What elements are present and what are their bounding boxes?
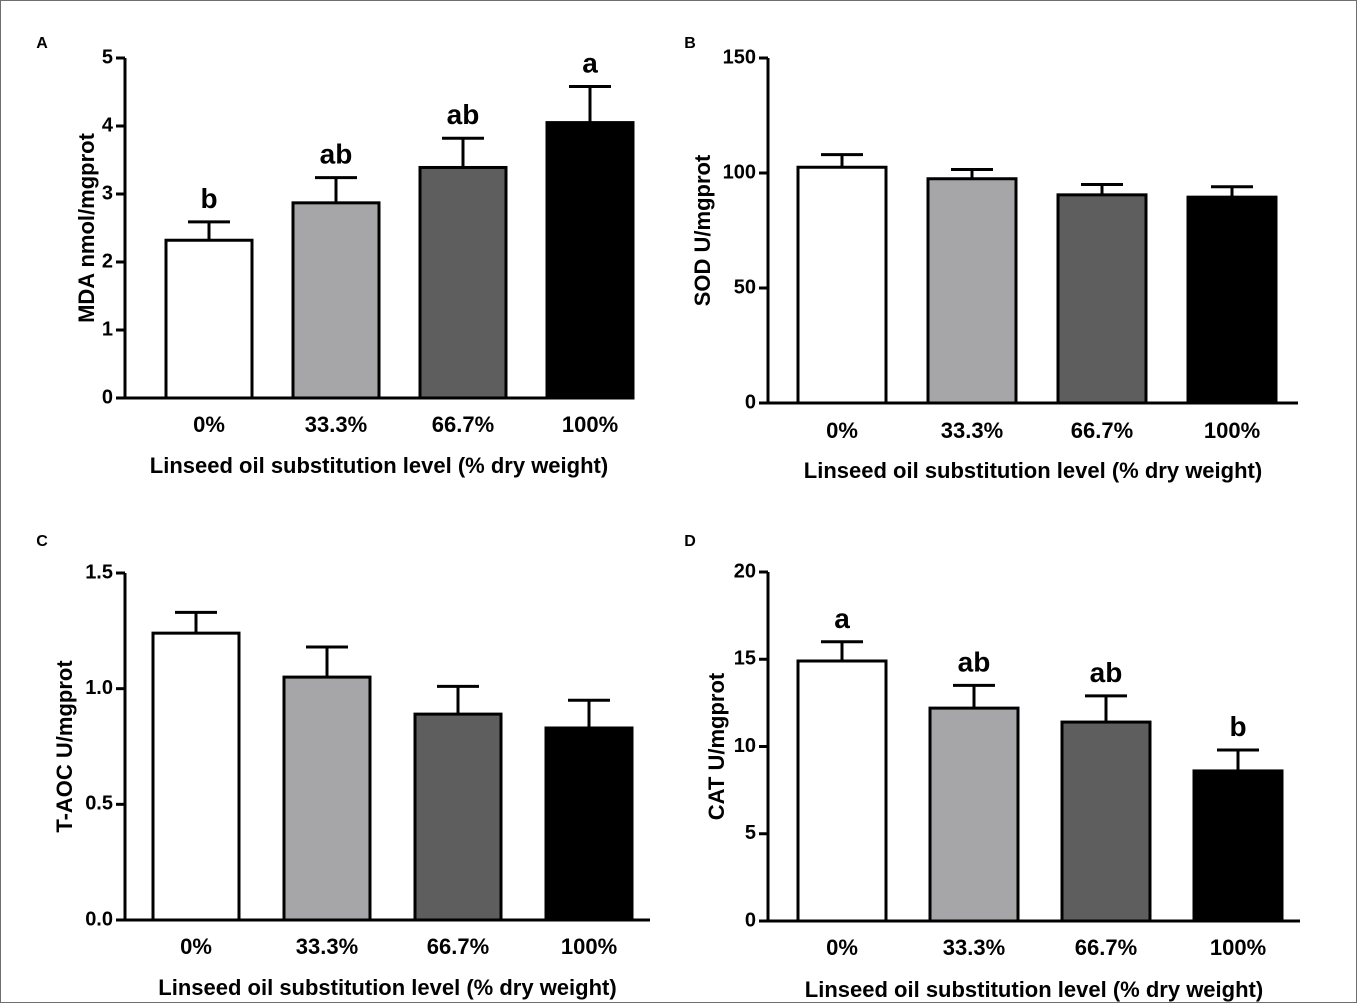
y-tick-label: 0 [745, 391, 756, 413]
bar-2 [928, 706, 1020, 923]
panel-label: D [684, 533, 696, 550]
significance-letter: a [834, 603, 850, 634]
y-axis-label: T-AOC U/mgprot [52, 660, 77, 833]
bar-4 [1186, 195, 1278, 405]
y-tick-label: 0 [745, 909, 756, 931]
y-axis-label: CAT U/mgprot [704, 672, 729, 820]
chart-panel-c: C 0.0 0.5 1.0 1.5 T-AOC U/mgprot 0% 33.3% 66.7% 1… [36, 533, 650, 1000]
y-tick-label: 1 [102, 318, 113, 340]
panel-label: B [684, 35, 696, 52]
bar-4 [1192, 769, 1284, 923]
y-tick-label: 50 [734, 276, 756, 298]
x-tick-label: 66.7% [1075, 935, 1137, 960]
x-tick-label: 100% [1210, 935, 1266, 960]
y-tick-label: 20 [734, 560, 756, 582]
bar-1 [151, 631, 241, 922]
significance-letter: b [1229, 711, 1246, 742]
bar-3 [1060, 720, 1152, 923]
x-tick-label: 66.7% [432, 412, 494, 437]
bar-2 [926, 177, 1018, 405]
bar-1 [164, 238, 254, 400]
x-tick-label: 33.3% [305, 412, 367, 437]
significance-letter: ab [320, 139, 353, 170]
y-axis-label: SOD U/mgprot [690, 154, 715, 306]
bar-2 [291, 201, 381, 400]
y-tick-label: 10 [734, 735, 756, 757]
x-tick-label: 100% [561, 934, 617, 959]
significance-letter: ab [958, 646, 991, 677]
x-axis-label: Linseed oil substitution level (% dry we… [150, 453, 608, 478]
significance-letter: ab [447, 99, 480, 130]
significance-letter: ab [1090, 657, 1123, 688]
y-tick-label: 1.5 [85, 561, 113, 583]
x-tick-label: 0% [826, 935, 858, 960]
panel-label: A [36, 35, 48, 52]
x-tick-label: 33.3% [296, 934, 358, 959]
x-axis-label: Linseed oil substitution level (% dry we… [804, 458, 1262, 483]
chart-panel-d: D 0 5 10 15 20 CAT U/mgprot a 0% ab 33.3% ab 66.7% b 1… [684, 533, 1300, 1002]
panel-label: C [36, 533, 48, 550]
y-tick-label: 5 [102, 46, 113, 68]
bar-3 [418, 165, 508, 400]
y-tick-label: 100 [723, 161, 756, 183]
significance-letter: b [200, 183, 217, 214]
y-tick-label: 4 [102, 114, 114, 136]
y-tick-label: 0 [102, 386, 113, 408]
bar-2 [282, 675, 372, 922]
y-tick-label: 1.0 [85, 677, 113, 699]
x-tick-label: 66.7% [427, 934, 489, 959]
bar-3 [1056, 193, 1148, 405]
bar-1 [796, 659, 888, 923]
y-tick-label: 0.5 [85, 793, 113, 815]
y-tick-label: 5 [745, 822, 756, 844]
x-axis-label: Linseed oil substitution level (% dry we… [158, 975, 616, 1000]
significance-letter: a [582, 48, 598, 79]
y-tick-label: 0.0 [85, 908, 113, 930]
x-tick-label: 33.3% [941, 418, 1003, 443]
y-tick-label: 3 [102, 182, 113, 204]
y-tick-label: 150 [723, 46, 756, 68]
x-axis-label: Linseed oil substitution level (% dry we… [805, 977, 1263, 1002]
x-tick-label: 33.3% [943, 935, 1005, 960]
y-tick-label: 15 [734, 648, 756, 670]
bar-1 [796, 165, 888, 405]
x-tick-label: 66.7% [1071, 418, 1133, 443]
y-tick-label: 2 [102, 250, 113, 272]
chart-panel-b: B 0 50 100 150 SOD U/mgprot 0% 33.3% 66.7% 100% Li… [684, 35, 1298, 483]
x-tick-label: 0% [826, 418, 858, 443]
chart-panel-a: A 0 1 2 3 4 5 MDA nmol/mgprot b 0% ab 33.3% ab 66.7% a… [36, 35, 635, 478]
bar-3 [413, 712, 503, 922]
x-tick-label: 0% [193, 412, 225, 437]
bar-4 [545, 121, 635, 400]
x-tick-label: 100% [1204, 418, 1260, 443]
x-tick-label: 100% [562, 412, 618, 437]
y-axis-label: MDA nmol/mgprot [74, 132, 99, 322]
x-tick-label: 0% [180, 934, 212, 959]
bar-4 [544, 726, 634, 922]
